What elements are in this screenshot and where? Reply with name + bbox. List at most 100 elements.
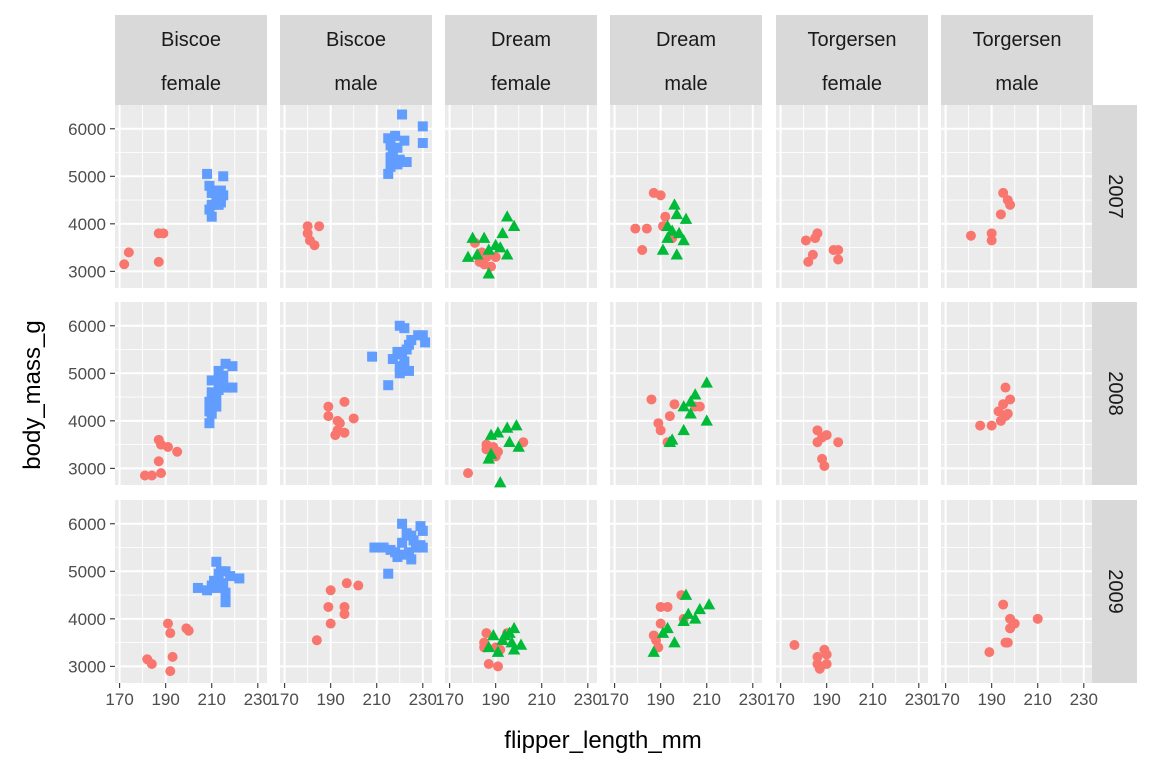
data-point-gentoo [202,168,213,179]
data-point-adelie [800,235,811,246]
data-point-adelie [819,460,830,471]
data-point-adelie [807,249,818,260]
x-tick-label: 230 [1070,690,1098,709]
data-point-gentoo [385,140,396,151]
data-point-adelie [655,190,666,201]
data-point-adelie [655,618,666,629]
data-point-gentoo [403,365,414,376]
data-point-adelie [789,639,800,650]
panel-r1-c4 [776,302,928,485]
data-point-adelie [146,658,157,669]
points-r1-c4 [812,425,844,471]
strip-background [1092,302,1137,485]
data-point-chinstrap [510,419,523,431]
data-point-chinstrap [477,231,491,243]
data-point-gentoo [369,542,380,553]
data-point-chinstrap [514,638,528,650]
data-point-chinstrap [656,243,670,255]
data-point-chinstrap [679,212,693,224]
strip-label-sex: female [822,73,882,95]
data-point-chinstrap [689,388,702,400]
x-tick-label: 170 [435,690,463,709]
y-tick-label: 5000 [68,167,106,186]
strip-label-year: 2008 [1104,371,1126,416]
data-point-gentoo [204,418,215,429]
strip-col-5: Torgersen male [941,15,1093,105]
data-point-adelie [975,420,986,431]
data-point-chinstrap [494,476,507,488]
data-point-chinstrap [512,440,525,452]
x-tick-label: 190 [812,690,840,709]
strip-label-island: Dream [656,29,716,51]
points-r2-c5 [984,599,1043,658]
data-point-adelie [146,470,157,481]
axes-layer: 3000 4000 5000 6000 3000 4000 5000 6000 3000 4000… [68,120,1098,709]
panel-r1-c2 [445,302,597,485]
data-point-gentoo [220,597,231,608]
data-point-gentoo [399,549,410,560]
data-point-gentoo [385,161,396,172]
y-tick-label: 6000 [68,515,106,534]
data-point-chinstrap [482,243,495,255]
strip-background [445,15,597,105]
data-point-chinstrap [663,435,677,448]
data-point-gentoo [406,554,417,565]
points-r1-c5 [975,382,1016,431]
data-point-adelie [984,647,995,658]
points-r0-c5 [965,187,1016,246]
panel-r0-c1 [280,105,432,288]
data-point-adelie [167,651,178,662]
data-point-adelie [812,651,823,662]
data-point-adelie [1032,613,1043,624]
strips-layer: Biscoe female Biscoe male Dream female Dream ma… [115,15,1137,683]
panel-r1-c3 [610,302,762,485]
data-point-chinstrap [491,645,505,657]
strip-row-2: 2009 [1092,500,1137,683]
data-point-adelie [153,256,164,267]
x-tick-label: 230 [739,690,767,709]
panel-r0-c0 [115,105,267,288]
data-point-adelie [162,618,173,629]
data-point-adelie [323,411,334,422]
data-point-adelie [833,244,844,255]
strip-label-sex: female [491,73,551,95]
data-point-gentoo [383,168,394,179]
data-point-gentoo [206,187,217,198]
data-point-chinstrap [482,452,495,464]
data-point-chinstrap [693,602,707,615]
data-point-gentoo [218,578,229,589]
data-point-adelie [641,223,652,234]
x-tick-label: 210 [528,690,556,709]
data-point-adelie [165,628,176,639]
data-point-adelie [463,468,474,479]
data-point-gentoo [383,380,394,391]
data-point-adelie [637,244,648,255]
points-r1-c2 [463,419,529,488]
data-point-gentoo [410,542,421,553]
y-tick-label: 5000 [68,364,106,383]
data-point-adelie [302,221,313,232]
data-point-gentoo [218,171,229,182]
strip-label-year: 2007 [1104,174,1126,219]
data-point-gentoo [218,190,229,201]
data-point-gentoo [399,323,410,334]
x-tick-label: 210 [363,690,391,709]
panel-background [776,302,928,485]
data-point-gentoo [385,152,396,163]
data-point-chinstrap [672,226,686,239]
strip-background [115,15,267,105]
strip-label-island: Torgersen [808,29,897,51]
data-point-adelie [833,437,844,448]
data-point-adelie [821,649,832,660]
data-point-adelie [998,399,1009,410]
data-point-gentoo [408,535,419,546]
data-point-adelie [119,259,130,270]
data-point-gentoo [211,375,222,386]
panel-background [941,302,1093,485]
x-tick-label: 230 [574,690,602,709]
data-point-chinstrap [494,241,507,253]
points-r2-c4 [789,639,832,674]
strip-col-4: Torgersen female [776,15,928,105]
data-point-adelie [153,456,164,467]
strip-background [941,15,1093,105]
